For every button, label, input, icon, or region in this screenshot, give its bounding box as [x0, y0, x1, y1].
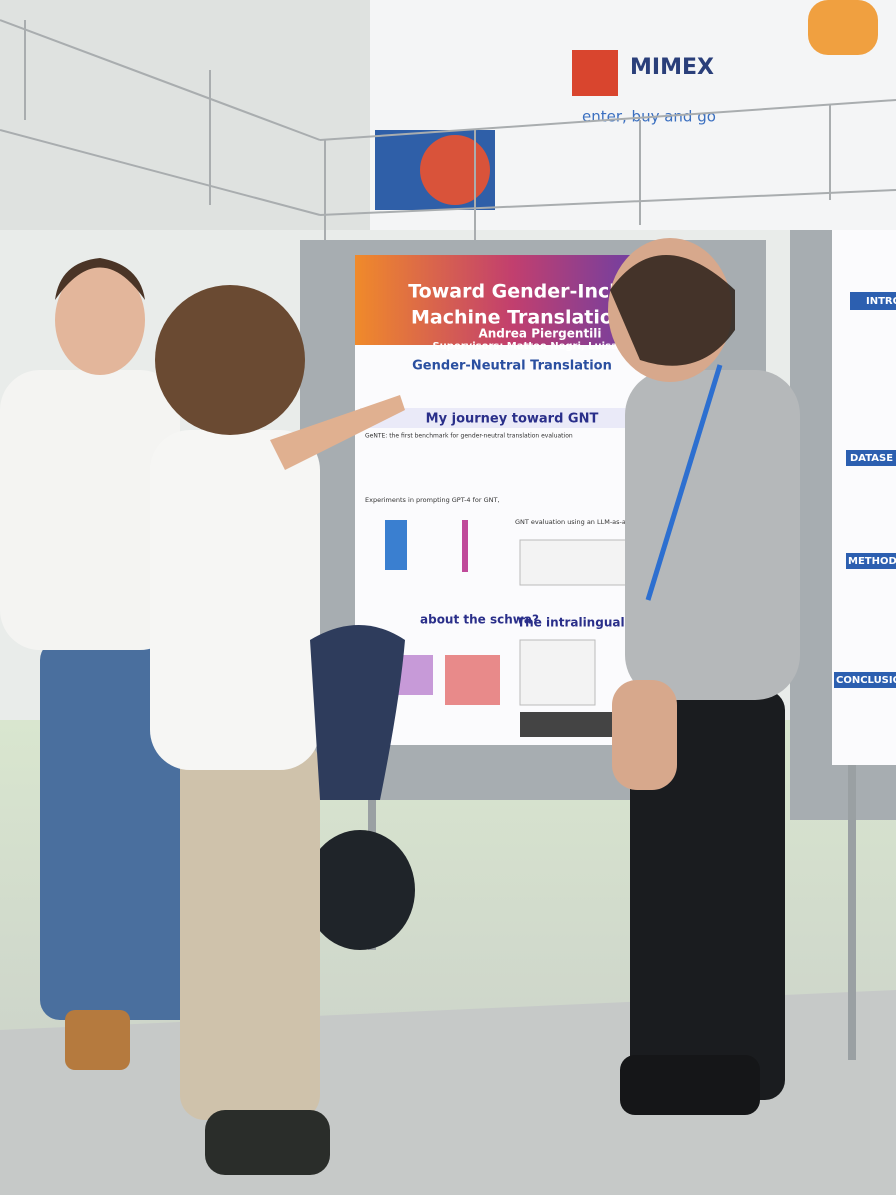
section-heading: My journey toward GNT	[426, 412, 599, 427]
side-heading-bar	[850, 292, 896, 310]
poster-figure	[445, 655, 500, 705]
poster-text: GNT evaluation using an LLM-as-a-J	[515, 518, 631, 526]
poster-text: GeNTE: the first benchmark for gender-ne…	[365, 433, 573, 440]
side-heading-bar	[846, 553, 896, 569]
poster-title: Toward Gender-Incl	[408, 281, 616, 303]
side-heading: INTRODU	[866, 296, 896, 307]
person-middle	[150, 285, 405, 1175]
poster-supervisors: Supervisors: Matteo Negri, Luisa Bentiv	[432, 341, 658, 352]
side-heading: METHODOL	[848, 556, 896, 567]
brand: MIMEX	[630, 55, 714, 80]
poster-text: Experiments in prompting GPT-4 for GNT,	[365, 496, 500, 504]
side-heading: CONCLUSION	[836, 675, 896, 686]
poster-figure	[462, 520, 468, 572]
section-heading: about the schwa?	[420, 613, 539, 627]
poster-figure	[385, 520, 407, 570]
logo-shape	[808, 0, 878, 55]
brand-logo	[572, 50, 618, 96]
side-heading-bar	[834, 672, 896, 688]
poster-figure	[519, 639, 596, 706]
side-heading: DATASE	[850, 453, 893, 464]
balcony	[0, 0, 370, 230]
qr-codes	[520, 712, 620, 737]
backpack	[305, 830, 415, 950]
poster-author: Andrea Piergentili	[478, 327, 601, 341]
section-heading: The intralingual sc	[517, 616, 643, 630]
person-right	[608, 238, 800, 1115]
poster-title: Machine Translatio	[411, 307, 613, 329]
section-bar	[360, 408, 665, 428]
side-heading-bar	[846, 450, 896, 466]
section-heading: Gender-Neutral Translation	[412, 359, 612, 374]
mural-circle	[420, 135, 490, 205]
railing	[0, 19, 896, 255]
